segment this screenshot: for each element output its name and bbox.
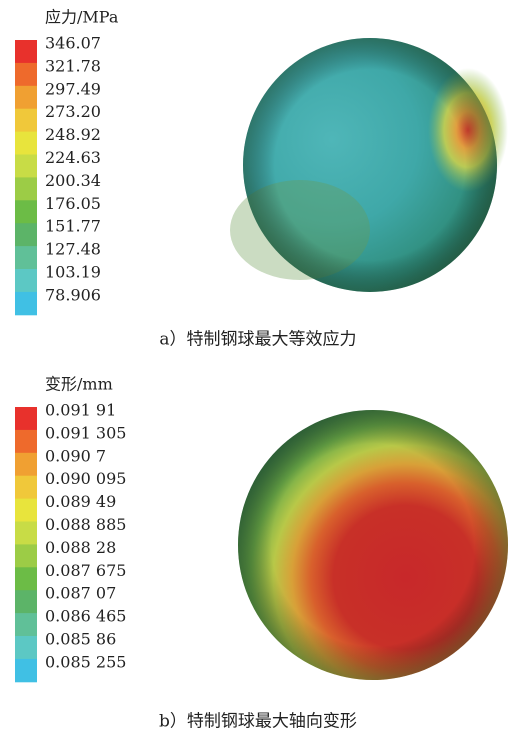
color-swatch: [15, 155, 37, 178]
legend-label: 0.088 28: [45, 538, 116, 557]
legend-label: 0.086 465: [45, 607, 126, 626]
caption: b）特制钢球最大轴向变形: [159, 712, 357, 732]
legend-label: 103.19: [45, 263, 101, 282]
legend-label: 224.63: [45, 148, 101, 167]
color-swatch: [15, 522, 37, 545]
legend-label: 0.091 305: [45, 423, 126, 442]
color-swatch: [15, 86, 37, 109]
legend-label: 0.085 255: [45, 652, 126, 671]
legend-label: 200.34: [45, 171, 101, 190]
panel-a: 应力/MPa 346.07 321.78 297.49 273.20 248.92 224…: [15, 8, 508, 350]
legend-label: 321.78: [45, 56, 101, 75]
legend-label: 273.20: [45, 102, 101, 121]
color-swatch: [15, 109, 37, 132]
legend-label: 78.906: [45, 285, 101, 304]
color-swatch: [15, 132, 37, 155]
sphere-shade: [238, 410, 508, 680]
color-swatch: [15, 430, 37, 453]
legend-title: 应力/MPa: [45, 8, 119, 27]
legend-label: 0.087 07: [45, 584, 116, 603]
legend-label: 151.77: [45, 217, 101, 236]
figure: 应力/MPa 346.07 321.78 297.49 273.20 248.92 224…: [0, 0, 517, 736]
color-swatch: [15, 246, 37, 269]
color-swatch: [15, 63, 37, 86]
legend-label: 0.089 49: [45, 492, 116, 511]
legend-title: 变形/mm: [45, 375, 113, 394]
color-swatch: [15, 177, 37, 200]
color-swatch: [15, 407, 37, 430]
color-swatch: [15, 544, 37, 567]
legend-label: 297.49: [45, 79, 101, 98]
legend-label: 0.091 91: [45, 401, 116, 420]
color-bar: 346.07 321.78 297.49 273.20 248.92 224.63 200.…: [15, 34, 101, 316]
legend-label: 127.48: [45, 240, 101, 259]
legend-label: 346.07: [45, 34, 101, 53]
caption: a）特制钢球最大等效应力: [159, 330, 356, 350]
legend-label: 176.05: [45, 194, 101, 213]
color-bar: 0.091 91 0.091 305 0.090 7 0.090 095 0.089 4…: [15, 401, 126, 683]
legend-label: 0.085 86: [45, 630, 116, 649]
color-swatch: [15, 499, 37, 522]
color-swatch: [15, 567, 37, 590]
color-swatch: [15, 659, 37, 682]
color-swatch: [15, 40, 37, 63]
legend-label: 0.090 095: [45, 469, 126, 488]
color-swatch: [15, 636, 37, 659]
legend-label: 248.92: [45, 125, 101, 144]
color-swatch: [15, 476, 37, 499]
color-swatch: [15, 453, 37, 476]
legend-label: 0.090 7: [45, 446, 106, 465]
color-swatch: [15, 200, 37, 223]
sphere-shade: [243, 38, 497, 292]
legend-label: 0.087 675: [45, 561, 126, 580]
legend-label: 0.088 885: [45, 515, 126, 534]
color-swatch: [15, 590, 37, 613]
color-swatch: [15, 292, 37, 315]
color-swatch: [15, 613, 37, 636]
color-swatch: [15, 269, 37, 292]
color-swatch: [15, 223, 37, 246]
